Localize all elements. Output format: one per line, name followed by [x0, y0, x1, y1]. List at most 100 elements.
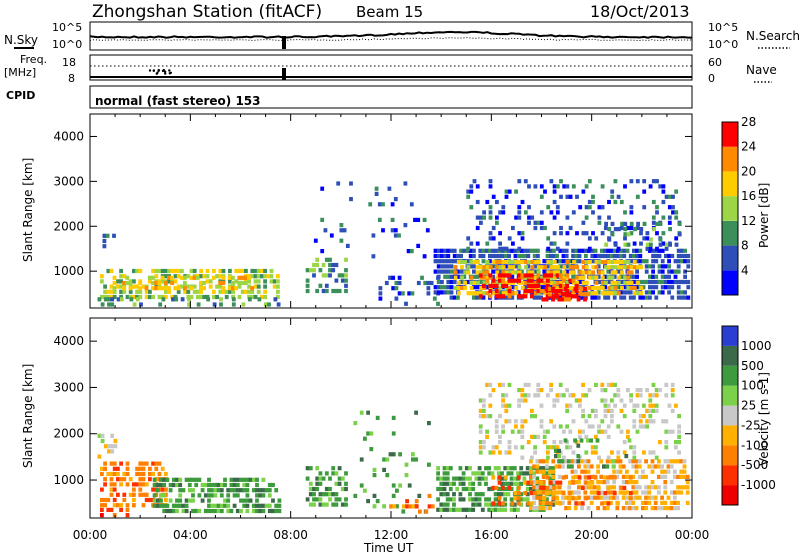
heatmap-cell [250, 274, 255, 279]
heatmap-cell [552, 496, 556, 501]
heatmap-cell [466, 236, 471, 241]
heatmap-cell [512, 466, 517, 471]
nsearch-label: N.Search [746, 29, 800, 43]
heatmap-cell [485, 291, 490, 296]
heatmap-cell [344, 288, 348, 294]
heatmap-cell [610, 382, 614, 387]
heatmap-cell [674, 242, 679, 247]
heatmap-cell [472, 274, 476, 279]
heatmap-cell [500, 507, 504, 512]
heatmap-cell [539, 419, 544, 424]
heatmap-cell [548, 485, 552, 490]
heatmap-cell [652, 227, 656, 232]
heatmap-cell [660, 500, 664, 505]
heatmap-cell [160, 279, 165, 284]
heatmap-cell [269, 279, 274, 284]
heatmap-cell [629, 393, 633, 398]
heatmap-cell [393, 197, 398, 202]
heatmap-cell [427, 462, 431, 467]
heatmap-cell [626, 434, 630, 439]
heatmap-cell [189, 286, 194, 291]
heatmap-cell [276, 279, 280, 284]
heatmap-cell [679, 474, 684, 479]
heatmap-cell [520, 419, 525, 424]
heatmap-cell [647, 495, 652, 500]
heatmap-cell [523, 419, 528, 424]
heatmap-cell [215, 294, 219, 300]
heatmap-cell [649, 237, 653, 242]
heatmap-cell [607, 275, 612, 280]
heatmap-cell [144, 492, 149, 497]
heatmap-cell [418, 509, 422, 514]
heatmap-cell [436, 301, 440, 306]
heatmap-cell [448, 497, 453, 502]
heatmap-cell [616, 455, 621, 460]
heatmap-cell [632, 265, 637, 270]
heatmap-cell [660, 506, 664, 511]
heatmap-cell [651, 382, 656, 387]
heatmap-cell [676, 269, 681, 274]
heatmap-cell [524, 259, 528, 265]
heatmap-cell [382, 467, 386, 472]
heatmap-cell [312, 268, 316, 273]
heatmap-cell [243, 275, 248, 280]
heatmap-cell [135, 297, 140, 302]
heatmap-cell [635, 269, 639, 274]
heatmap-cell [543, 189, 547, 194]
heatmap-cell [312, 492, 316, 497]
heatmap-cell [632, 445, 637, 450]
heatmap-cell [631, 474, 636, 479]
heatmap-cell [328, 273, 332, 278]
heatmap-cell [558, 480, 563, 485]
heatmap-cell [250, 294, 255, 300]
heatmap-cell [125, 294, 130, 300]
heatmap-cell [546, 283, 550, 288]
heatmap-cell [242, 477, 247, 482]
heatmap-cell [610, 194, 615, 199]
heatmap-cell [272, 284, 277, 289]
heatmap-cell [305, 268, 310, 273]
heatmap-cell [682, 474, 687, 479]
heatmap-cell [461, 497, 466, 502]
heatmap-cell [639, 265, 644, 270]
heatmap-cell [331, 492, 336, 497]
velocity-colorbar-label: Velocity [m s-1] [757, 372, 771, 466]
heatmap-cell [523, 179, 528, 184]
heatmap-cell [631, 459, 636, 464]
heatmap-cell [597, 205, 602, 210]
heatmap-cell [512, 481, 517, 486]
heatmap-cell [629, 265, 634, 270]
heatmap-cell [567, 297, 571, 302]
heatmap-cell [629, 285, 634, 291]
heatmap-cell [629, 179, 634, 184]
heatmap-cell [381, 202, 385, 207]
heatmap-cell [384, 280, 389, 286]
heatmap-cell [568, 429, 573, 434]
heatmap-cell [436, 274, 441, 279]
heatmap-cell [498, 265, 503, 270]
heatmap-cell [683, 248, 687, 253]
heatmap-cell [542, 285, 547, 290]
freq-point [155, 72, 158, 75]
heatmap-cell [391, 452, 396, 457]
heatmap-cell [493, 497, 498, 502]
heatmap-cell [586, 506, 591, 511]
heatmap-cell [517, 278, 521, 283]
heatmap-cell [584, 248, 588, 253]
heatmap-cell [245, 493, 250, 498]
heatmap-cell [468, 264, 473, 269]
heatmap-cell [651, 199, 656, 205]
heatmap-cell [186, 294, 191, 300]
heatmap-cell [597, 259, 602, 265]
heatmap-cell [175, 477, 179, 482]
heatmap-cell [542, 496, 547, 501]
heatmap-cell [615, 474, 620, 479]
heatmap-cell [501, 393, 505, 398]
heatmap-cell [562, 270, 567, 275]
heatmap-cell [334, 278, 339, 283]
heatmap-cell [442, 502, 447, 507]
heatmap-cell [151, 471, 155, 477]
heatmap-cell [253, 274, 258, 279]
heatmap-cell [590, 248, 595, 253]
heatmap-cell [452, 502, 456, 507]
